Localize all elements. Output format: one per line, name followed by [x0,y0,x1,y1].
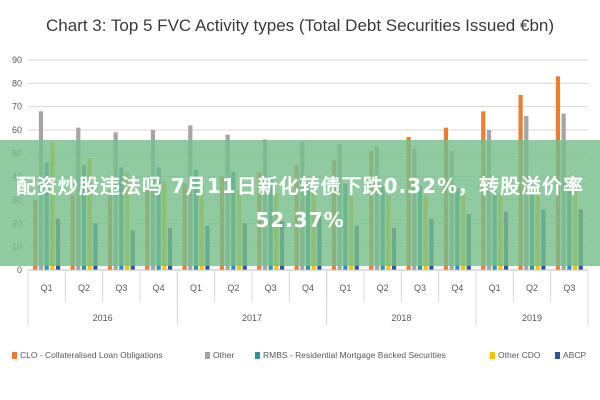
x-tick-label: Q4 [153,283,165,293]
year-label: 2017 [242,313,262,323]
y-tick-label: 80 [12,78,22,88]
y-tick-label: 60 [12,125,22,135]
legend-label: ABCP [563,350,586,360]
overlay-banner: 配资炒股违法吗 7月11日新化转债下跌0.32%，转股溢价率52.37% [0,140,600,266]
overlay-text: 配资炒股违法吗 7月11日新化转债下跌0.32%，转股溢价率52.37% [15,174,585,232]
x-tick-label: Q2 [78,283,90,293]
legend-swatch [255,352,260,359]
year-label: 2016 [93,313,113,323]
x-axis: Q1 Q2 Q3 Q4 Q1 Q2 Q3 Q4 Q1 Q2 Q3 Q4 Q1 Q2 Q3 2016 2017 20… [27,269,589,325]
legend-swatch [205,352,210,359]
legend: CLO - Collateralised Loan Obligations Oth… [12,350,586,360]
legend-swatch [12,352,17,359]
x-tick-label: Q2 [526,283,538,293]
x-tick-label: Q2 [377,283,389,293]
x-tick-label: Q3 [115,283,127,293]
legend-label: CLO - Collateralised Loan Obligations [20,350,163,360]
x-tick-label: Q3 [414,283,426,293]
legend-label: Other CDO [498,350,541,360]
x-tick-label: Q4 [451,283,463,293]
y-tick-label: 70 [12,102,22,112]
year-label: 2018 [391,313,411,323]
y-tick-label: 90 [12,55,22,65]
legend-label: Other [213,350,234,360]
legend-label: RMBS - Residential Mortgage Backed Secur… [263,350,446,360]
legend-swatch [490,352,495,359]
chart-title: Chart 3: Top 5 FVC Activity types (Total… [46,16,554,35]
x-tick-label: Q1 [339,283,351,293]
x-tick-label: Q1 [41,283,53,293]
y-tick-label: 0 [17,265,22,275]
x-tick-label: Q2 [227,283,239,293]
x-tick-label: Q1 [489,283,501,293]
x-tick-label: Q1 [190,283,202,293]
x-tick-label: Q3 [563,283,575,293]
legend-swatch [555,352,560,359]
x-tick-label: Q3 [265,283,277,293]
year-label: 2019 [522,313,542,323]
x-tick-label: Q4 [302,283,314,293]
